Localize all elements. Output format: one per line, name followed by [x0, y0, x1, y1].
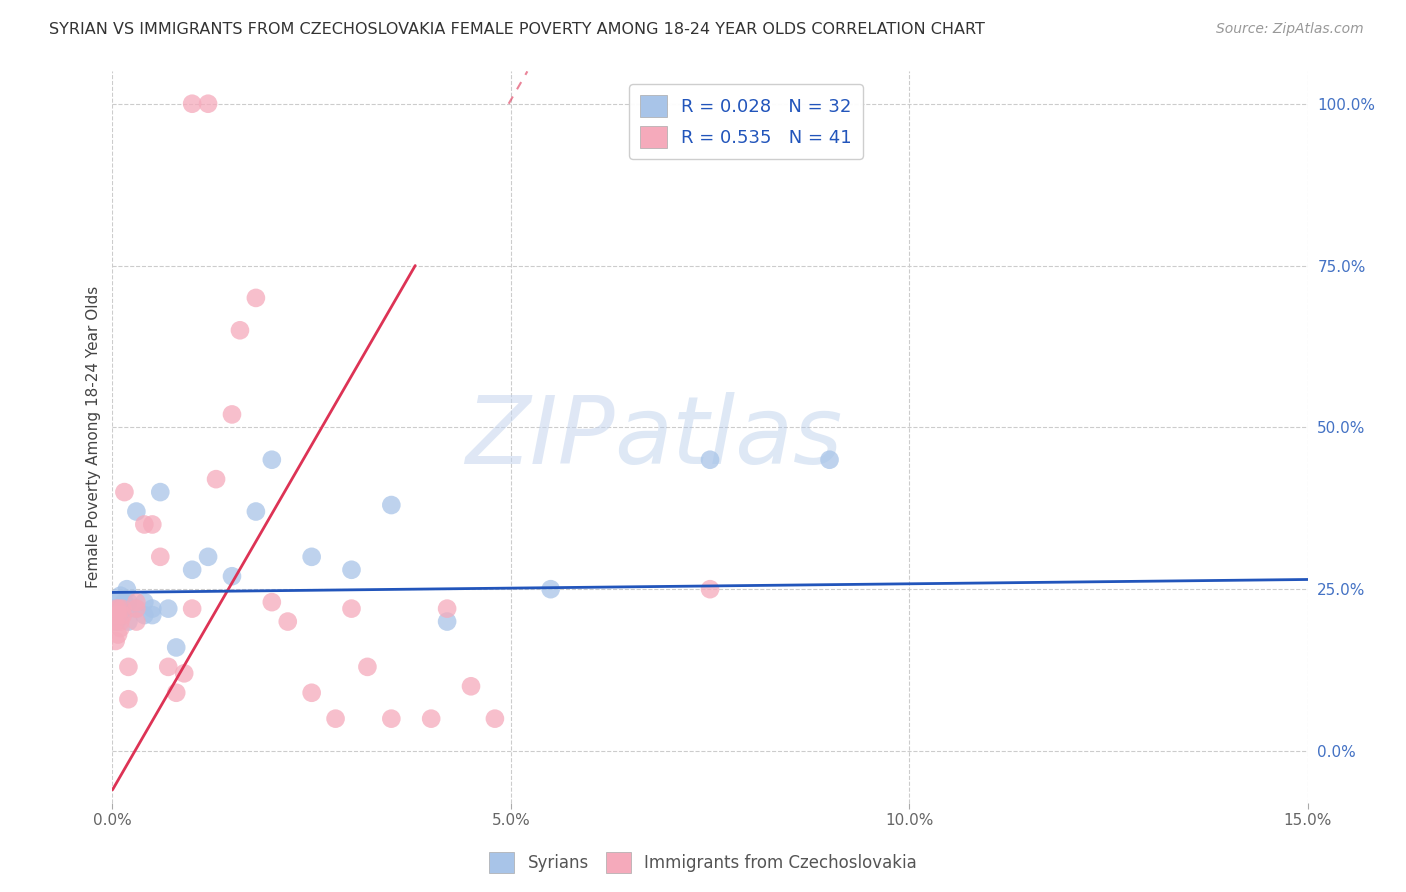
- Point: [173, 666, 195, 681]
- Point: [141, 517, 163, 532]
- Point: [105, 608, 128, 623]
- Point: [340, 601, 363, 615]
- Point: [221, 408, 243, 422]
- Point: [110, 621, 132, 635]
- Point: [107, 627, 129, 641]
- Legend: Syrians, Immigrants from Czechoslovakia: Syrians, Immigrants from Czechoslovakia: [482, 846, 924, 880]
- Point: [460, 679, 482, 693]
- Text: Source: ZipAtlas.com: Source: ZipAtlas.com: [1216, 22, 1364, 37]
- Point: [104, 615, 127, 629]
- Point: [245, 504, 267, 518]
- Point: [380, 712, 402, 726]
- Point: [181, 601, 204, 615]
- Point: [108, 601, 131, 615]
- Point: [125, 601, 148, 615]
- Point: [540, 582, 562, 597]
- Point: [229, 323, 252, 337]
- Point: [356, 660, 378, 674]
- Point: [104, 634, 127, 648]
- Point: [115, 582, 138, 597]
- Legend: R = 0.028   N = 32, R = 0.535   N = 41: R = 0.028 N = 32, R = 0.535 N = 41: [628, 84, 863, 159]
- Point: [436, 601, 458, 615]
- Text: atlas: atlas: [614, 392, 842, 483]
- Point: [301, 686, 323, 700]
- Point: [117, 595, 139, 609]
- Point: [110, 615, 132, 629]
- Point: [134, 608, 156, 623]
- Point: [157, 660, 180, 674]
- Point: [134, 517, 156, 532]
- Point: [420, 712, 443, 726]
- Point: [104, 601, 127, 615]
- Point: [141, 608, 163, 623]
- Point: [125, 504, 148, 518]
- Point: [699, 452, 721, 467]
- Point: [125, 615, 148, 629]
- Point: [149, 549, 172, 564]
- Point: [301, 549, 323, 564]
- Point: [114, 485, 135, 500]
- Point: [117, 601, 139, 615]
- Point: [260, 452, 283, 467]
- Point: [245, 291, 267, 305]
- Point: [125, 601, 148, 615]
- Point: [149, 485, 172, 500]
- Point: [117, 660, 139, 674]
- Point: [325, 712, 347, 726]
- Point: [134, 595, 156, 609]
- Point: [105, 615, 128, 629]
- Point: [205, 472, 228, 486]
- Point: [436, 615, 458, 629]
- Text: SYRIAN VS IMMIGRANTS FROM CZECHOSLOVAKIA FEMALE POVERTY AMONG 18-24 YEAR OLDS CO: SYRIAN VS IMMIGRANTS FROM CZECHOSLOVAKIA…: [49, 22, 986, 37]
- Text: ZIP: ZIP: [465, 392, 614, 483]
- Point: [111, 601, 134, 615]
- Point: [260, 595, 283, 609]
- Point: [157, 601, 180, 615]
- Point: [111, 608, 134, 623]
- Point: [818, 452, 841, 467]
- Point: [141, 601, 163, 615]
- Point: [110, 601, 132, 615]
- Point: [181, 563, 204, 577]
- Point: [108, 608, 131, 623]
- Point: [105, 601, 128, 615]
- Point: [105, 595, 128, 609]
- Point: [181, 96, 204, 111]
- Point: [484, 712, 506, 726]
- Point: [197, 96, 219, 111]
- Point: [114, 595, 135, 609]
- Point: [165, 640, 187, 655]
- Y-axis label: Female Poverty Among 18-24 Year Olds: Female Poverty Among 18-24 Year Olds: [86, 286, 101, 588]
- Point: [117, 615, 139, 629]
- Point: [340, 563, 363, 577]
- Point: [117, 692, 139, 706]
- Point: [699, 582, 721, 597]
- Point: [165, 686, 187, 700]
- Point: [380, 498, 402, 512]
- Point: [110, 589, 132, 603]
- Point: [221, 569, 243, 583]
- Point: [277, 615, 299, 629]
- Point: [125, 595, 148, 609]
- Point: [197, 549, 219, 564]
